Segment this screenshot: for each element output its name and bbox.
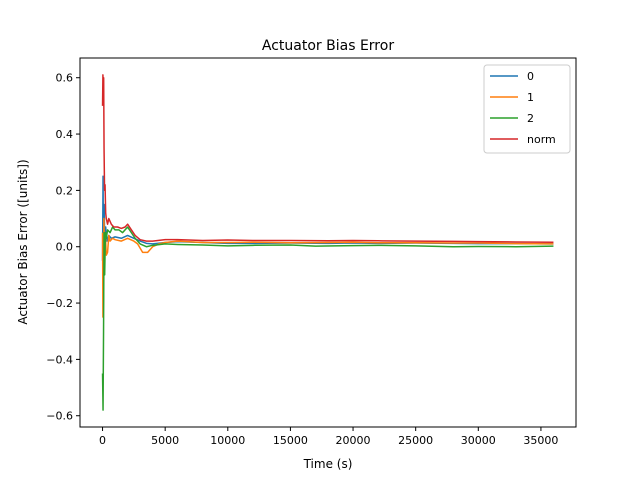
y-tick-label: 0.0 bbox=[56, 241, 74, 254]
x-tick-label: 20000 bbox=[336, 434, 371, 447]
x-tick-label: 0 bbox=[99, 434, 106, 447]
y-axis-label: Actuator Bias Error ([units]) bbox=[16, 159, 30, 324]
x-tick-label: 15000 bbox=[273, 434, 308, 447]
legend-label-2: 2 bbox=[527, 112, 534, 125]
x-tick-label: 35000 bbox=[523, 434, 558, 447]
x-tick-label: 25000 bbox=[398, 434, 433, 447]
y-tick-label: 0.4 bbox=[56, 128, 74, 141]
legend-label-norm: norm bbox=[527, 133, 556, 146]
y-tick-label: 0.6 bbox=[56, 72, 74, 85]
y-tick-label: −0.2 bbox=[46, 297, 73, 310]
chart-title: Actuator Bias Error bbox=[262, 38, 394, 54]
x-tick-label: 5000 bbox=[151, 434, 179, 447]
legend-label-0: 0 bbox=[527, 70, 534, 83]
legend-label-1: 1 bbox=[527, 91, 534, 104]
y-tick-label: −0.4 bbox=[46, 353, 73, 366]
x-tick-label: 30000 bbox=[461, 434, 496, 447]
x-axis: 0 5000 10000 15000 20000 25000 30000 35000 bbox=[99, 427, 558, 447]
series-line-2 bbox=[101, 226, 554, 411]
x-tick-label: 10000 bbox=[210, 434, 245, 447]
series-line-norm bbox=[101, 74, 554, 243]
x-axis-label: Time (s) bbox=[303, 457, 353, 471]
y-axis: −0.6 −0.4 −0.2 0.0 0.2 0.4 0.6 bbox=[46, 72, 80, 423]
legend: 0 1 2 norm bbox=[483, 64, 571, 154]
series-group bbox=[101, 74, 554, 411]
axes-frame bbox=[79, 57, 577, 428]
y-tick-label: −0.6 bbox=[46, 410, 73, 423]
plot-area bbox=[79, 57, 577, 428]
legend-box bbox=[483, 64, 571, 154]
y-tick-label: 0.2 bbox=[56, 184, 74, 197]
